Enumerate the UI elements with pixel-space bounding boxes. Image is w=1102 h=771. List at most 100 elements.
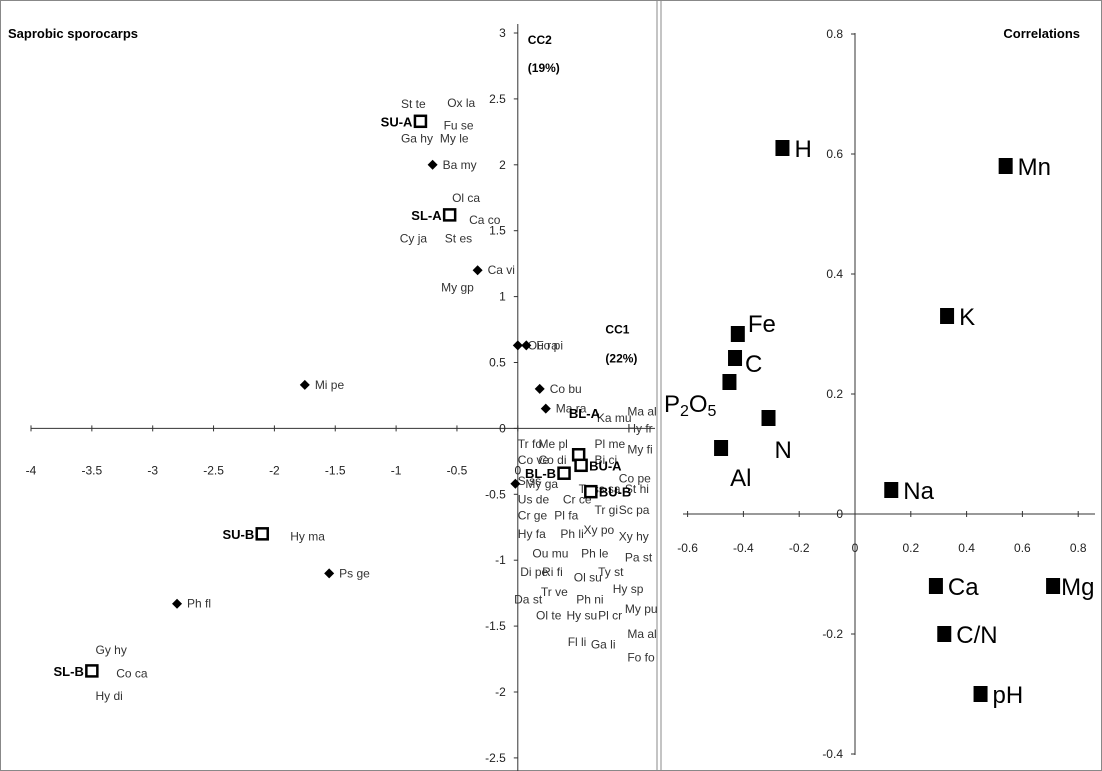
species-label: Pl fa <box>554 508 578 522</box>
variable-marker <box>761 410 776 426</box>
species-label: Da st <box>514 593 543 607</box>
species-marker-label: Ph fl <box>187 597 211 611</box>
variable-label: Na <box>903 478 934 505</box>
species-marker-label: Ps ge <box>339 566 370 580</box>
species-marker-label: Ba my <box>443 158 477 172</box>
species-label: Gy hy <box>96 643 127 657</box>
variable-label: Ca <box>948 574 979 601</box>
variable-label: C/N <box>956 622 997 649</box>
site-label: BL-B <box>525 466 556 481</box>
species-label: Ma al <box>627 627 656 641</box>
species-label: Ph li <box>560 527 583 541</box>
species-label: Fl li <box>568 635 587 649</box>
species-label: Ga li <box>591 638 616 652</box>
ordination-panel: Saprobic sporocarps -4 -3.5 -3 -2.5 -2 -1.5 -1 -… <box>8 24 658 771</box>
site-label: SL-A <box>411 208 442 223</box>
variable-marker <box>714 440 729 456</box>
y-tick-label: -2.5 <box>485 751 506 765</box>
y-tick-label: 1 <box>499 290 506 304</box>
corr-y-tick-label: -0.4 <box>822 747 843 761</box>
corr-y-tick-label: -0.2 <box>822 627 843 641</box>
species-label: St hi <box>625 482 649 496</box>
species-marker-label: My ga <box>525 477 558 491</box>
variable-label: P2O5 <box>664 391 717 420</box>
variable-marker <box>775 140 790 156</box>
corr-x-tick-label: -0.2 <box>789 541 810 555</box>
species-label: Ri fi <box>542 565 563 579</box>
site-marker <box>413 114 428 129</box>
species-marker <box>299 379 310 390</box>
site-marker <box>255 527 269 541</box>
variable-marker <box>722 374 737 390</box>
x-tick-label: -2.5 <box>203 463 224 477</box>
variable-label: pH <box>993 682 1024 709</box>
species-label: Ol ca <box>452 191 480 205</box>
variable-marker <box>928 578 943 594</box>
cc2-percent-label: (19%) <box>528 61 560 75</box>
y-tick-label: -1 <box>495 553 506 567</box>
species-label: Cr ge <box>518 508 548 522</box>
y-tick-label: 0 <box>499 421 506 435</box>
y-tick-label: -0.5 <box>485 487 506 501</box>
variable-label: Mg <box>1061 574 1094 601</box>
species-label: Hy fr <box>627 421 652 435</box>
y-tick-label: 2 <box>499 158 506 172</box>
corr-y-tick-label: 0.8 <box>826 27 843 41</box>
species-label: Co ve <box>518 453 550 467</box>
site-label: BU-A <box>589 458 622 473</box>
y-tick-label: 3 <box>499 26 506 40</box>
corr-y-tick-label: 0.4 <box>826 267 843 281</box>
x-tick-label: -2 <box>269 463 280 477</box>
species-label: Fo fo <box>627 651 655 665</box>
species-label: Hy su <box>566 609 597 623</box>
species-label: Sc pa <box>619 503 650 517</box>
species-label: Ca co <box>469 213 501 227</box>
y-tick-label: -1.5 <box>485 619 506 633</box>
species-marker <box>534 383 545 394</box>
species-label: Co ca <box>116 667 148 681</box>
species-label: My le <box>440 131 469 145</box>
species-label: My gp <box>441 280 474 294</box>
species-label: My pu <box>625 602 658 616</box>
variable-label: Fe <box>748 311 776 338</box>
cc2-axis-label: CC2 <box>528 33 552 47</box>
species-marker <box>512 340 523 351</box>
variable-marker <box>973 686 988 702</box>
variable-marker <box>728 350 743 366</box>
species-label: Di pe <box>520 565 548 579</box>
species-marker-label: Ca vi <box>488 263 515 277</box>
variable-label: N <box>775 437 792 464</box>
species-label: S ss <box>518 474 541 488</box>
variable-label: Mn <box>1018 154 1051 181</box>
species-label: Ol su <box>574 570 602 584</box>
cc1-axis-label: CC1 <box>605 323 629 337</box>
species-label: Ga hy <box>401 131 433 145</box>
site-label: BL-A <box>569 406 601 421</box>
y-tick-label: 0.5 <box>489 356 506 370</box>
variable-marker <box>940 308 955 324</box>
corr-x-tick-label: 0.4 <box>958 541 975 555</box>
x-tick-label: -1 <box>391 463 402 477</box>
species-label: Tr fo <box>518 437 543 451</box>
species-label: Us de <box>518 493 550 507</box>
y-tick-label: 1.5 <box>489 224 506 238</box>
species-label: Fu se <box>444 118 474 132</box>
correlation-panel: Correlations -0.6 -0.4 -0.2 0 0.2 0.4 0.6 0.8 -0.… <box>664 26 1095 761</box>
variable-marker <box>884 482 899 498</box>
species-label: Ph ni <box>576 593 603 607</box>
species-label: Co di <box>538 453 566 467</box>
site-label: SU-B <box>222 527 254 542</box>
site-marker <box>442 208 457 222</box>
species-marker <box>172 598 183 609</box>
species-label: Hy fa <box>518 527 546 541</box>
species-label: Tr ve <box>541 585 568 599</box>
species-label: St te <box>401 97 426 111</box>
site-marker <box>574 458 588 473</box>
corr-y-tick-label: 0 <box>836 507 843 521</box>
site-label: BU-B <box>599 485 632 500</box>
species-label: sa <box>608 482 621 496</box>
species-marker <box>540 403 551 414</box>
x-tick-label: -4 <box>26 463 37 477</box>
corr-y-tick-label: 0.6 <box>826 147 843 161</box>
